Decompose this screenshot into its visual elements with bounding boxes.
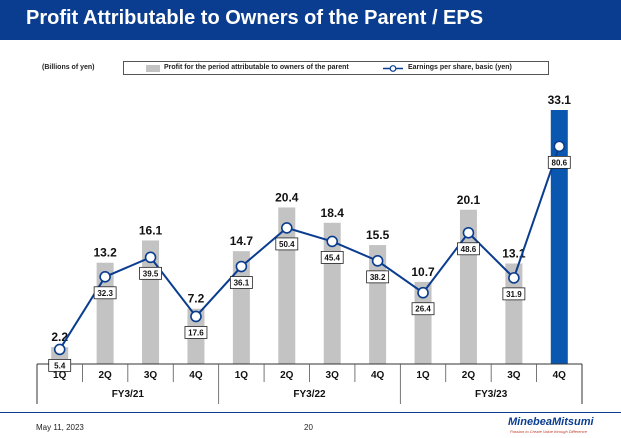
eps-label-4: 36.1 — [234, 279, 250, 288]
eps-point-11 — [553, 140, 566, 153]
legend-line-swatch — [383, 65, 403, 72]
eps-label-box-7 — [366, 270, 390, 284]
eps-label-3: 17.6 — [188, 328, 204, 337]
eps-label-box-0 — [48, 359, 72, 372]
eps-point-1 — [99, 270, 111, 283]
footer-date: May 11, 2023 — [36, 423, 84, 432]
bar-label-3: 7.2 — [188, 292, 205, 306]
eps-point-2 — [144, 251, 157, 264]
eps-label-8: 26.4 — [415, 305, 431, 314]
category-label-7: 4Q — [371, 370, 385, 381]
legend-bar-label: Profit for the period attributable to ow… — [164, 64, 349, 71]
category-label-1: 2Q — [98, 370, 112, 381]
category-label-6: 3Q — [326, 370, 340, 381]
eps-label-5: 50.4 — [279, 240, 295, 249]
bar-label-5: 20.4 — [275, 190, 299, 204]
eps-label-6: 45.4 — [324, 253, 340, 262]
group-label-0: FY3/21 — [112, 389, 145, 400]
eps-point-7 — [371, 255, 384, 267]
group-label-1: FY3/22 — [293, 389, 326, 400]
eps-label-box-9 — [457, 242, 480, 256]
eps-label-box-10 — [502, 287, 526, 301]
eps-label-box-4 — [229, 276, 253, 289]
eps-line — [58, 146, 561, 350]
legend-bar-swatch — [146, 65, 160, 72]
category-label-4: 1Q — [235, 370, 249, 381]
chart-legend: Profit for the period attributable to ow… — [123, 61, 549, 75]
page-title: Profit Attributable to Owners of the Par… — [26, 7, 484, 29]
eps-label-box-3 — [184, 326, 208, 339]
eps-label-box-8 — [411, 302, 435, 316]
eps-label-9: 48.6 — [461, 245, 477, 254]
logo-tagline: Passion to Create Value through Differen… — [510, 429, 588, 434]
category-label-5: 2Q — [280, 370, 294, 381]
category-label-2: 3Q — [144, 370, 158, 381]
group-label-2: FY3/23 — [475, 389, 508, 400]
eps-label-box-5 — [275, 237, 299, 251]
eps-label-10: 31.9 — [506, 290, 522, 299]
footer-divider — [0, 412, 621, 413]
bar-label-6: 18.4 — [321, 206, 345, 220]
bar-11 — [550, 110, 568, 364]
category-label-8: 1Q — [416, 370, 430, 381]
eps-point-8 — [417, 286, 429, 299]
legend-line-label: Earnings per share, basic (yen) — [408, 64, 512, 71]
bar-label-2: 16.1 — [139, 223, 163, 237]
eps-point-10 — [508, 272, 520, 284]
bar-label-8: 10.7 — [411, 265, 435, 279]
bar-label-10: 13.1 — [502, 246, 526, 260]
category-label-11: 4Q — [553, 370, 567, 381]
eps-label-box-6 — [320, 251, 344, 264]
bar-label-7: 15.5 — [366, 228, 390, 242]
eps-point-4 — [235, 260, 248, 273]
eps-label-0: 5.4 — [54, 361, 66, 370]
eps-label-11: 80.6 — [552, 158, 568, 167]
category-label-3: 4Q — [189, 370, 203, 381]
category-label-10: 3Q — [507, 370, 521, 381]
eps-label-1: 32.3 — [97, 289, 113, 298]
title-bar: Profit Attributable to Owners of the Par… — [0, 0, 621, 40]
eps-point-5 — [280, 222, 293, 234]
eps-label-7: 38.2 — [370, 273, 386, 282]
eps-label-2: 39.5 — [143, 269, 159, 278]
bar-label-11: 33.1 — [548, 93, 572, 107]
company-logo: MinebeaMitsumi Passion to Create Value t… — [508, 416, 614, 438]
eps-point-6 — [326, 235, 339, 248]
eps-label-box-2 — [139, 266, 162, 280]
eps-point-3 — [190, 310, 202, 323]
eps-label-box-11 — [547, 155, 571, 169]
bar-label-4: 14.7 — [230, 234, 254, 248]
page-number: 20 — [304, 423, 313, 432]
bar-label-9: 20.1 — [457, 193, 481, 207]
category-label-0: 1Q — [53, 370, 67, 381]
bar-label-0: 2.2 — [51, 330, 68, 344]
eps-point-0 — [53, 343, 66, 356]
bar-label-1: 13.2 — [93, 246, 117, 260]
eps-label-box-1 — [93, 286, 117, 300]
unit-label: (Billions of yen) — [42, 64, 95, 71]
logo-name: MinebeaMitsumi — [508, 416, 594, 428]
category-label-9: 2Q — [462, 370, 476, 381]
eps-point-9 — [462, 226, 475, 239]
